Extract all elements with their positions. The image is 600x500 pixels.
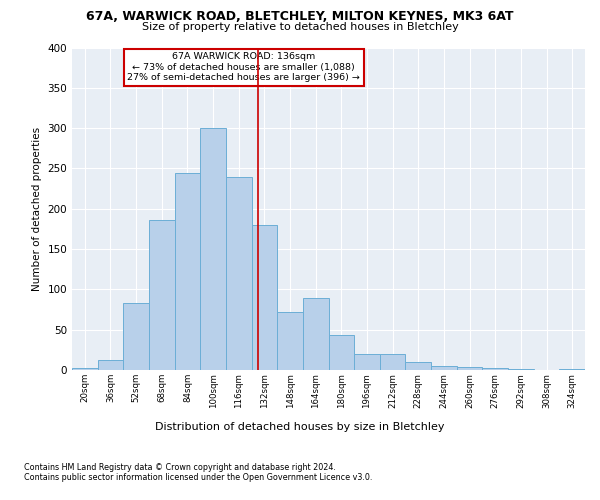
- Bar: [482, 368, 508, 370]
- Y-axis label: Number of detached properties: Number of detached properties: [32, 126, 42, 291]
- Bar: [98, 360, 124, 370]
- Bar: [559, 369, 585, 370]
- Bar: [149, 220, 175, 370]
- Bar: [380, 354, 406, 370]
- Text: Contains public sector information licensed under the Open Government Licence v3: Contains public sector information licen…: [24, 472, 373, 482]
- Bar: [354, 354, 380, 370]
- Text: Size of property relative to detached houses in Bletchley: Size of property relative to detached ho…: [142, 22, 458, 32]
- Text: Distribution of detached houses by size in Bletchley: Distribution of detached houses by size …: [155, 422, 445, 432]
- Bar: [303, 298, 329, 370]
- Bar: [406, 362, 431, 370]
- Bar: [508, 369, 534, 370]
- Bar: [329, 334, 354, 370]
- Text: 67A, WARWICK ROAD, BLETCHLEY, MILTON KEYNES, MK3 6AT: 67A, WARWICK ROAD, BLETCHLEY, MILTON KEY…: [86, 10, 514, 23]
- Bar: [226, 178, 251, 370]
- Text: Contains HM Land Registry data © Crown copyright and database right 2024.: Contains HM Land Registry data © Crown c…: [24, 462, 336, 471]
- Text: 67A WARWICK ROAD: 136sqm
← 73% of detached houses are smaller (1,088)
27% of sem: 67A WARWICK ROAD: 136sqm ← 73% of detach…: [127, 52, 360, 82]
- Bar: [124, 303, 149, 370]
- Bar: [175, 174, 200, 370]
- Bar: [457, 367, 482, 370]
- Bar: [277, 312, 303, 370]
- Bar: [200, 128, 226, 370]
- Bar: [251, 225, 277, 370]
- Bar: [72, 368, 98, 370]
- Bar: [431, 366, 457, 370]
